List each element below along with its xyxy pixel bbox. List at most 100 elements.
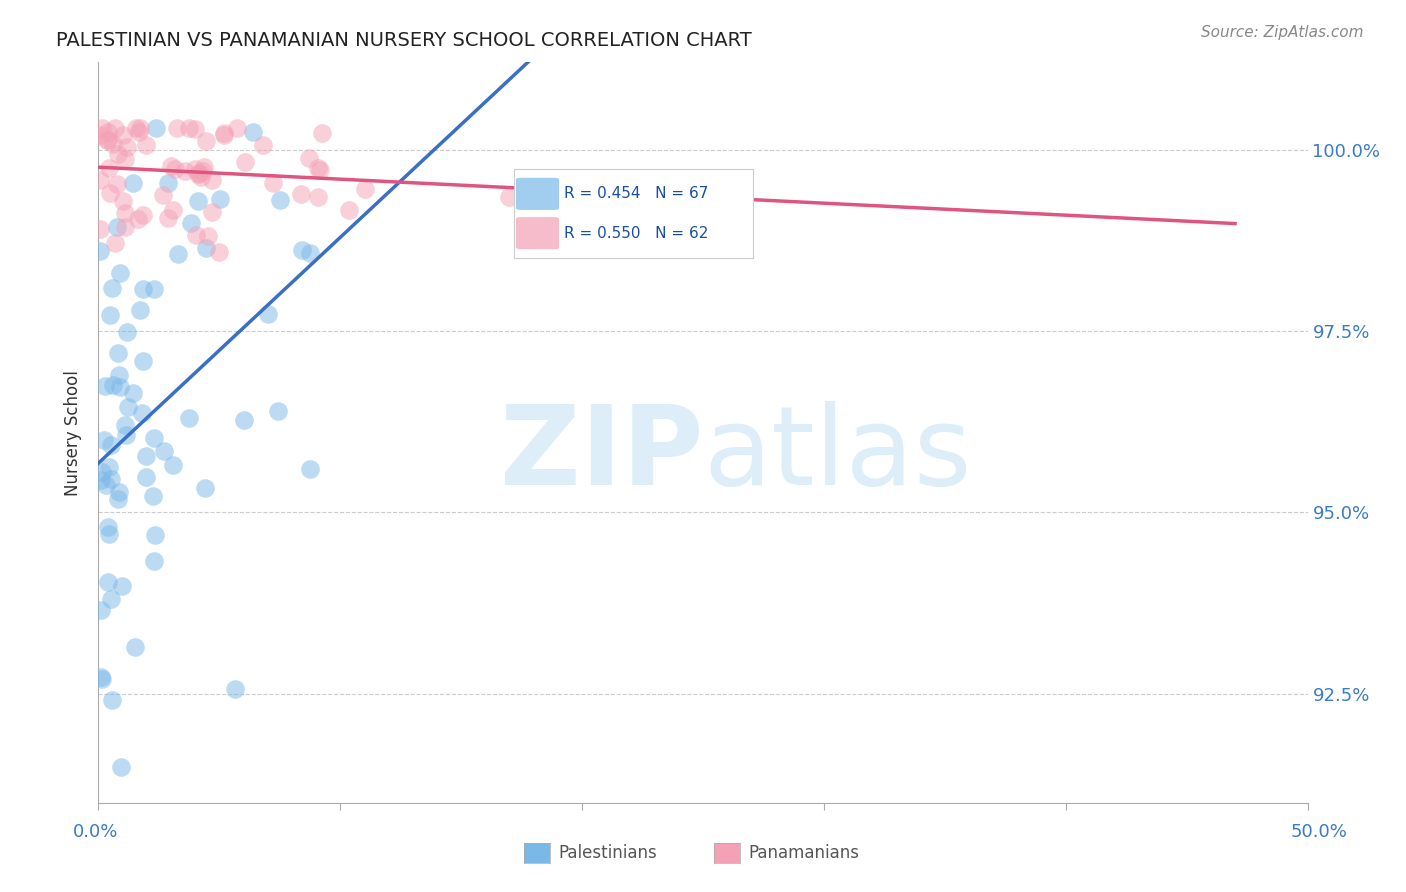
Point (110, 759, 132, 773)
Point (143, 431, 166, 445)
Point (132, 208, 155, 222)
Point (128, 125, 150, 139)
Point (156, 211, 179, 225)
Point (89, 244, 111, 258)
Point (177, 410, 200, 425)
Point (290, 186, 312, 201)
Point (114, 219, 136, 234)
Point (201, 173, 224, 187)
Point (114, 206, 136, 220)
Point (97, 519, 120, 533)
Point (97, 460, 120, 475)
Point (165, 161, 187, 176)
Text: 0.0%: 0.0% (73, 822, 118, 840)
Point (97, 527, 120, 541)
Point (108, 368, 131, 382)
Point (267, 404, 290, 418)
Point (190, 169, 212, 184)
Point (115, 427, 138, 442)
Point (311, 126, 333, 140)
Point (132, 353, 155, 368)
Point (91, 120, 114, 135)
Point (101, 377, 124, 392)
Point (111, 194, 134, 208)
Point (191, 163, 214, 178)
Point (184, 161, 207, 176)
Point (145, 120, 167, 135)
Point (101, 137, 124, 152)
Point (105, 177, 128, 191)
FancyBboxPatch shape (516, 178, 560, 210)
Point (100, 472, 122, 486)
Point (308, 161, 330, 176)
Point (89, 221, 111, 235)
Point (90, 670, 112, 684)
Point (91, 465, 114, 479)
Point (90, 602, 112, 616)
Point (299, 462, 322, 476)
Point (166, 120, 188, 135)
Point (107, 346, 129, 360)
Point (132, 281, 155, 295)
Point (252, 138, 274, 153)
Point (122, 385, 145, 400)
Point (96, 574, 118, 589)
Point (201, 204, 224, 219)
Point (108, 485, 131, 500)
Point (97, 125, 120, 139)
Point (152, 187, 174, 202)
Point (105, 219, 128, 234)
Text: PALESTINIAN VS PANAMANIAN NURSERY SCHOOL CORRELATION CHART: PALESTINIAN VS PANAMANIAN NURSERY SCHOOL… (56, 31, 752, 50)
Point (269, 193, 291, 207)
Point (242, 125, 264, 139)
Point (298, 151, 321, 165)
Point (129, 120, 152, 135)
Point (98, 186, 121, 200)
Point (173, 164, 195, 178)
Point (187, 166, 209, 180)
Point (90, 473, 112, 487)
Point (100, 592, 122, 607)
Point (177, 120, 200, 135)
Point (498, 189, 520, 203)
Point (143, 528, 166, 542)
Point (135, 449, 157, 463)
Text: 50.0%: 50.0% (1291, 822, 1347, 840)
Text: R = 0.550   N = 62: R = 0.550 N = 62 (564, 226, 709, 241)
Point (101, 281, 124, 295)
Point (117, 139, 139, 153)
Text: R = 0.454   N = 67: R = 0.454 N = 67 (564, 186, 709, 202)
Point (111, 578, 134, 592)
Point (110, 380, 132, 394)
Point (127, 211, 149, 226)
Point (89, 128, 111, 143)
Point (208, 245, 231, 260)
Point (162, 202, 184, 217)
Point (257, 307, 280, 321)
Point (142, 283, 165, 297)
Point (307, 190, 329, 204)
Point (97, 161, 120, 175)
Point (142, 489, 165, 503)
Point (128, 303, 150, 318)
Point (107, 491, 129, 506)
Text: ZIP: ZIP (499, 401, 703, 508)
Point (184, 227, 207, 242)
Point (100, 693, 122, 707)
Point (180, 216, 202, 230)
Point (153, 444, 176, 458)
Point (291, 243, 314, 257)
Point (93, 379, 115, 393)
Point (135, 470, 157, 484)
Point (131, 406, 153, 420)
Point (197, 228, 219, 243)
Point (262, 176, 284, 190)
Point (162, 458, 184, 473)
Point (193, 160, 215, 174)
Point (194, 481, 217, 495)
Point (104, 236, 127, 251)
Point (233, 155, 256, 169)
Text: Panamanians: Panamanians (748, 844, 859, 862)
Point (208, 192, 231, 206)
Point (157, 176, 180, 190)
